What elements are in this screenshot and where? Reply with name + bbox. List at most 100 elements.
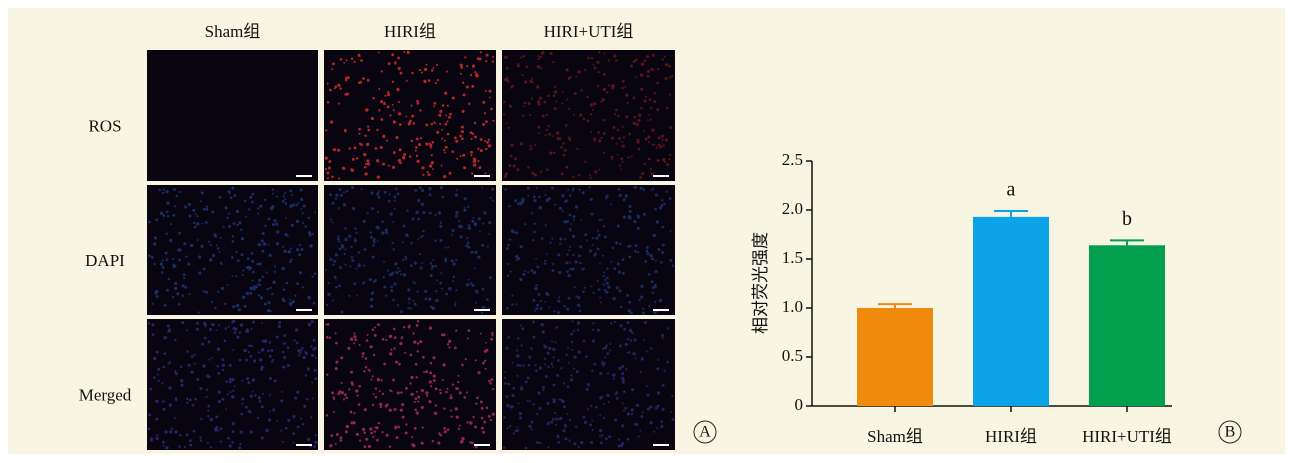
cell-dot [653,100,657,104]
cell-dot [419,236,422,239]
cell-dot [245,266,249,270]
cell-dot [183,446,186,449]
cell-dot [409,264,413,268]
cell-dot [622,390,626,393]
cell-dot [628,351,631,354]
cell-dot [408,324,411,327]
cell-dot [491,60,495,63]
cell-dot [552,94,556,98]
cell-dot [516,426,519,429]
cell-dot [257,283,260,286]
cell-dot [183,276,186,280]
cell-dot [626,437,630,441]
cell-dot [337,148,341,152]
cell-dot [251,344,254,347]
cell-dot [621,378,625,382]
cell-dot [632,60,636,63]
cell-dot [553,90,558,94]
cell-dot [543,100,547,104]
cell-dot [576,329,580,332]
cell-dot [534,364,537,367]
cell-dot [263,302,267,306]
cell-dot [326,323,330,326]
cell-dot [656,367,660,371]
cell-dot [521,74,524,77]
cell-dot [537,57,540,61]
cell-dot [434,264,438,268]
cell-dot [461,437,465,441]
cell-dot [529,114,532,117]
cell-dot [586,408,590,411]
cell-dot [645,385,648,388]
cell-dot [289,260,292,264]
cell-dot [417,217,420,221]
cell-dot [334,367,338,371]
cell-dot [471,219,475,223]
cell-dot [408,302,410,304]
cell-dot [635,423,639,426]
cell-dot [334,332,337,335]
cell-dot [479,332,482,335]
cell-dot [528,400,531,403]
cell-dot [189,439,192,443]
cell-dot [487,144,492,148]
cell-dot [466,236,469,240]
cell-dot [519,324,522,327]
cell-dot [548,346,552,351]
cell-dot [393,408,397,411]
cell-dot [477,217,481,221]
cell-dot [621,424,625,428]
cell-dot [537,391,541,395]
cell-dot [469,421,473,425]
cell-dot [524,446,528,450]
cell-dot [591,244,594,246]
cell-dot [395,270,399,275]
cell-dot [390,272,394,276]
cell-dot [304,374,308,377]
cell-dot [581,191,585,195]
cell-dot [358,81,361,84]
cell-dot [403,51,406,54]
cell-dot [208,240,211,243]
cell-dot [232,222,236,225]
cell-dot [604,346,608,350]
cell-dot [591,419,594,422]
cell-dot [269,310,272,313]
cell-dot [605,281,609,285]
cell-dot [363,165,367,169]
cell-dot [523,101,527,105]
cell-dot [396,391,400,395]
cell-dot [353,342,356,345]
cell-dot [370,431,373,435]
cell-dot [573,330,576,333]
cell-dot [507,262,510,266]
cell-dot [660,420,663,423]
cell-dot [313,346,317,350]
cell-dot [629,64,634,68]
cell-dot [630,311,633,315]
cell-dot [340,243,344,247]
panel-letter: A [699,424,711,441]
cell-dot [465,283,470,287]
cell-dot [439,122,442,126]
scale-bar [474,175,490,177]
cell-dot [354,338,357,342]
cell-dot [293,339,296,342]
cell-dot [511,361,514,364]
cell-dot [488,220,492,225]
cell-dot [294,328,299,332]
cell-dot [344,78,348,82]
cell-dot [420,71,424,74]
cell-dot [594,170,598,174]
cell-dot [471,132,475,136]
cell-dot [314,377,318,381]
cell-dot [637,148,640,151]
cell-dot [519,245,523,249]
cell-dot [590,212,594,216]
cell-dot [651,128,655,132]
cell-dot [228,444,232,448]
cell-dot [379,405,383,408]
cell-dot [532,195,536,199]
cell-dot [178,445,181,448]
cell-dot [372,353,376,357]
